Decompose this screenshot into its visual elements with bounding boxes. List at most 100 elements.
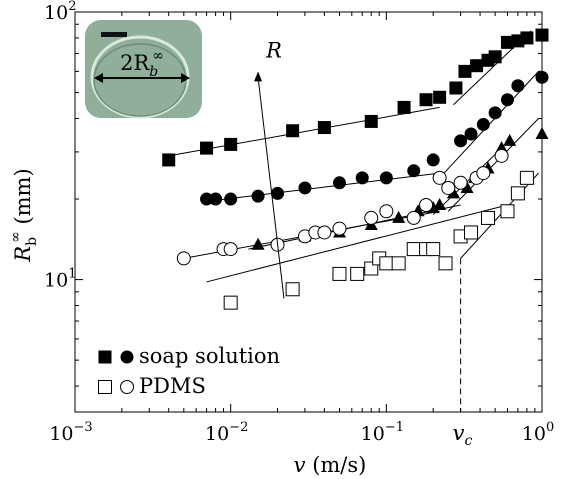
data-point — [286, 124, 300, 138]
data-point — [535, 127, 549, 140]
data-point — [500, 93, 514, 107]
legend-markers — [98, 350, 134, 394]
legend-marker — [98, 380, 112, 394]
x-tick-label: 10−1 — [361, 420, 404, 445]
data-point — [519, 170, 534, 185]
data-point — [391, 256, 406, 271]
fit-line — [460, 172, 539, 259]
data-point — [488, 106, 502, 120]
data-point — [426, 153, 440, 167]
inset-label: 2Rb∞ — [120, 48, 164, 80]
data-point — [364, 210, 379, 225]
data-point — [535, 70, 549, 84]
data-point — [458, 64, 472, 78]
data-point — [535, 28, 549, 42]
data-point — [500, 204, 515, 219]
vc-label: vc — [453, 421, 473, 449]
data-point — [449, 81, 463, 95]
fit-line — [168, 106, 440, 157]
data-point — [511, 79, 525, 93]
data-point — [426, 242, 441, 257]
fit-line — [447, 118, 539, 212]
y-tick-label: 102 — [44, 0, 76, 24]
data-point — [397, 100, 411, 114]
data-point — [520, 31, 534, 45]
plot-frame — [74, 11, 543, 413]
x-tick-label: 10−3 — [49, 420, 92, 445]
data-point — [481, 210, 496, 225]
legend-marker — [120, 380, 134, 394]
data-markers — [162, 28, 549, 310]
data-point — [464, 225, 479, 240]
r-arrow — [257, 77, 285, 299]
data-point — [285, 282, 300, 297]
data-point — [470, 59, 484, 73]
data-point — [223, 242, 238, 257]
data-point — [500, 35, 514, 49]
data-point — [494, 148, 509, 163]
data-point — [419, 93, 433, 107]
data-point — [406, 242, 421, 257]
scale-bar — [101, 32, 127, 37]
legend-label-soap: soap solution — [139, 344, 280, 368]
x-axis-label: v (m/s) — [294, 453, 367, 477]
data-point — [379, 171, 393, 185]
data-point — [298, 181, 312, 195]
data-point — [350, 266, 365, 281]
data-point — [251, 237, 265, 250]
data-point — [406, 210, 421, 225]
fit-line — [206, 204, 508, 283]
data-point — [476, 166, 491, 181]
y-axis-label: Rb∞ (mm) — [8, 168, 40, 262]
data-point — [176, 251, 191, 266]
data-point — [419, 197, 434, 212]
legend-label-pdms: PDMS — [139, 374, 206, 398]
data-point — [162, 153, 176, 167]
tick-labels: 10−3 10−2 10−1 100 101 102 — [44, 0, 554, 445]
data-point — [379, 204, 394, 219]
data-point — [453, 175, 468, 190]
data-point — [271, 186, 285, 200]
data-point — [407, 164, 421, 178]
legend-marker — [98, 350, 112, 364]
x-tick-label: 100 — [522, 420, 554, 445]
data-point — [200, 192, 214, 206]
data-point — [224, 137, 238, 151]
data-point — [460, 180, 474, 193]
data-point — [510, 186, 525, 201]
data-point — [364, 114, 378, 128]
data-point — [464, 127, 478, 141]
data-point — [209, 192, 223, 206]
data-point — [317, 121, 331, 135]
data-point — [317, 225, 332, 240]
r-arrowhead — [254, 71, 263, 82]
data-point — [433, 197, 447, 210]
data-point — [332, 176, 346, 190]
annotations: Rvc — [254, 38, 472, 449]
data-point — [438, 256, 453, 271]
data-point — [441, 180, 456, 195]
x-tick-label: 10−2 — [205, 420, 248, 445]
r-arrow-label: R — [265, 38, 282, 62]
axis-ticks — [74, 12, 542, 412]
data-point — [379, 256, 394, 271]
data-point — [332, 221, 347, 236]
inset-photo: 2Rb∞ — [85, 20, 202, 119]
data-point — [433, 90, 447, 104]
fit-line — [206, 172, 440, 202]
data-point — [392, 210, 406, 223]
data-point — [224, 192, 238, 206]
data-point — [251, 189, 265, 203]
data-point — [488, 50, 502, 64]
data-point — [454, 134, 468, 148]
y-tick-label: 101 — [44, 267, 76, 292]
data-point — [355, 171, 369, 185]
data-point — [200, 141, 214, 155]
legend-marker — [120, 350, 134, 364]
data-point — [476, 117, 490, 131]
data-point — [432, 170, 447, 185]
data-point — [332, 266, 347, 281]
legend: soap solution PDMS — [98, 344, 280, 398]
data-point — [503, 133, 517, 146]
